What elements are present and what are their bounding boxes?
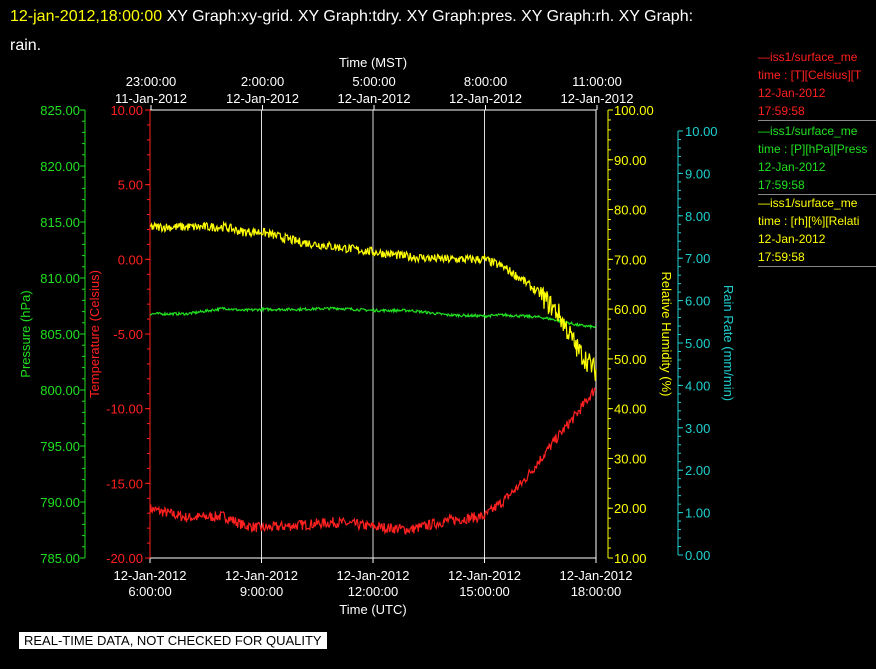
humidity-series-line: [149, 220, 597, 381]
quality-warning: REAL-TIME DATA, NOT CHECKED FOR QUALITY: [19, 632, 327, 649]
humidity-tick-label: 10.00: [614, 551, 647, 566]
legend-humidity-time: 17:59:58: [758, 250, 805, 264]
rain-tick-label: 7.00: [685, 251, 710, 266]
rain-tick-label: 4.00: [685, 378, 710, 393]
bottom-tick-date: 12-Jan-2012: [560, 568, 633, 583]
bottom-tick-date: 12-Jan-2012: [225, 568, 298, 583]
humidity-axis-title: Relative Humidity (%): [659, 272, 674, 397]
legend-temperature-variable: time : [T][Celsius][T: [758, 68, 862, 82]
temperature-tick-label: 10.00: [110, 103, 143, 118]
legend-humidity: —iss1/surface_me time : [rh][%][Relati 1…: [758, 194, 876, 267]
legend-pressure-source: —iss1/surface_me: [758, 124, 858, 138]
temperature-tick-label: -5.00: [113, 327, 143, 342]
top-tick-time: 5:00:00: [352, 74, 395, 89]
rain-tick-label: 10.00: [685, 124, 718, 139]
top-tick-date: 12-Jan-2012: [561, 91, 634, 106]
top-tick-date: 11-Jan-2012: [115, 91, 187, 106]
humidity-tick-label: 80.00: [614, 203, 647, 218]
top-tick-time: 2:00:00: [241, 74, 284, 89]
rain-tick-label: 0.00: [685, 548, 710, 563]
humidity-tick-label: 90.00: [614, 153, 647, 168]
humidity-tick-label: 30.00: [614, 451, 647, 466]
top-axis-title: Time (MST): [339, 55, 407, 70]
temperature-tick-label: 0.00: [118, 252, 143, 267]
rain-tick-label: 6.00: [685, 294, 710, 309]
pressure-tick-label: 785.00: [40, 551, 80, 566]
humidity-tick-label: 60.00: [614, 302, 647, 317]
pressure-tick-label: 800.00: [40, 383, 80, 398]
humidity-tick-label: 100.00: [614, 103, 654, 118]
top-tick-date: 12-Jan-2012: [338, 91, 411, 106]
top-tick-date: 12-Jan-2012: [449, 91, 522, 106]
legend-temperature: —iss1/surface_me time : [T][Celsius][T 1…: [758, 48, 876, 121]
top-tick-time: 11:00:00: [572, 74, 622, 89]
legend-pressure-time: 17:59:58: [758, 178, 805, 192]
legend-temperature-time: 17:59:58: [758, 104, 805, 118]
bottom-tick-date: 12-Jan-2012: [337, 568, 410, 583]
rain-tick-label: 2.00: [685, 463, 710, 478]
pressure-axis-title: Pressure (hPa): [18, 290, 33, 377]
rain-tick-label: 9.00: [685, 166, 710, 181]
top-tick-time: 8:00:00: [464, 74, 507, 89]
legend-humidity-variable: time : [rh][%][Relati: [758, 214, 860, 228]
pressure-tick-label: 825.00: [40, 103, 80, 118]
rain-tick-label: 8.00: [685, 209, 710, 224]
pressure-tick-label: 790.00: [40, 495, 80, 510]
legend-pressure-date: 12-Jan-2012: [758, 160, 826, 174]
temperature-tick-label: -10.00: [106, 402, 143, 417]
bottom-tick-time: 12:00:00: [348, 584, 399, 599]
graph-header: 12-jan-2012,18:00:00 XY Graph:xy-grid. X…: [10, 2, 860, 60]
bottom-tick-time: 9:00:00: [240, 584, 283, 599]
legend-pressure: —iss1/surface_me time : [P][hPa][Press 1…: [758, 122, 876, 195]
legend-humidity-date: 12-Jan-2012: [758, 232, 826, 246]
rain-tick-label: 3.00: [685, 421, 710, 436]
temperature-series-line: [149, 387, 597, 536]
pressure-tick-label: 820.00: [40, 159, 80, 174]
bottom-tick-time: 18:00:00: [571, 584, 622, 599]
top-tick-time: 23:00:00: [126, 74, 177, 89]
bottom-tick-time: 6:00:00: [128, 584, 171, 599]
temperature-tick-label: 5.00: [118, 178, 143, 193]
pressure-tick-label: 815.00: [40, 215, 80, 230]
pressure-tick-label: 805.00: [40, 327, 80, 342]
pressure-series-line: [149, 306, 597, 330]
series-group: [149, 220, 597, 536]
rain-axis-title: Rain Rate (mm/min): [721, 285, 736, 401]
temperature-axis-title: Temperature (Celsius): [87, 270, 102, 398]
bottom-axis-title: Time (UTC): [339, 602, 406, 617]
header-graph-list: XY Graph:xy-grid. XY Graph:tdry. XY Grap…: [162, 8, 694, 25]
bottom-tick-date: 12-Jan-2012: [114, 568, 187, 583]
top-tick-date: 12-Jan-2012: [226, 91, 299, 106]
rain-tick-label: 1.00: [685, 506, 710, 521]
axes-group: 12-Jan-20126:00:0012-Jan-20129:00:0012-J…: [18, 55, 736, 617]
legend-temperature-date: 12-Jan-2012: [758, 86, 826, 100]
humidity-tick-label: 50.00: [614, 352, 647, 367]
legend-pressure-variable: time : [P][hPa][Press: [758, 142, 868, 156]
humidity-tick-label: 70.00: [614, 252, 647, 267]
pressure-tick-label: 795.00: [40, 439, 80, 454]
legend-temperature-source: —iss1/surface_me: [758, 50, 858, 64]
temperature-tick-label: -20.00: [106, 551, 143, 566]
humidity-tick-label: 20.00: [614, 501, 647, 516]
bottom-tick-date: 12-Jan-2012: [448, 568, 521, 583]
bottom-tick-time: 15:00:00: [459, 584, 510, 599]
humidity-tick-label: 40.00: [614, 402, 647, 417]
temperature-tick-label: -15.00: [106, 476, 143, 491]
header-graph-list-continued: rain.: [10, 37, 42, 54]
pressure-tick-label: 810.00: [40, 271, 80, 286]
legend-humidity-source: —iss1/surface_me: [758, 196, 858, 210]
header-datetime: 12-jan-2012,18:00:00: [10, 8, 163, 25]
rain-tick-label: 5.00: [685, 336, 710, 351]
